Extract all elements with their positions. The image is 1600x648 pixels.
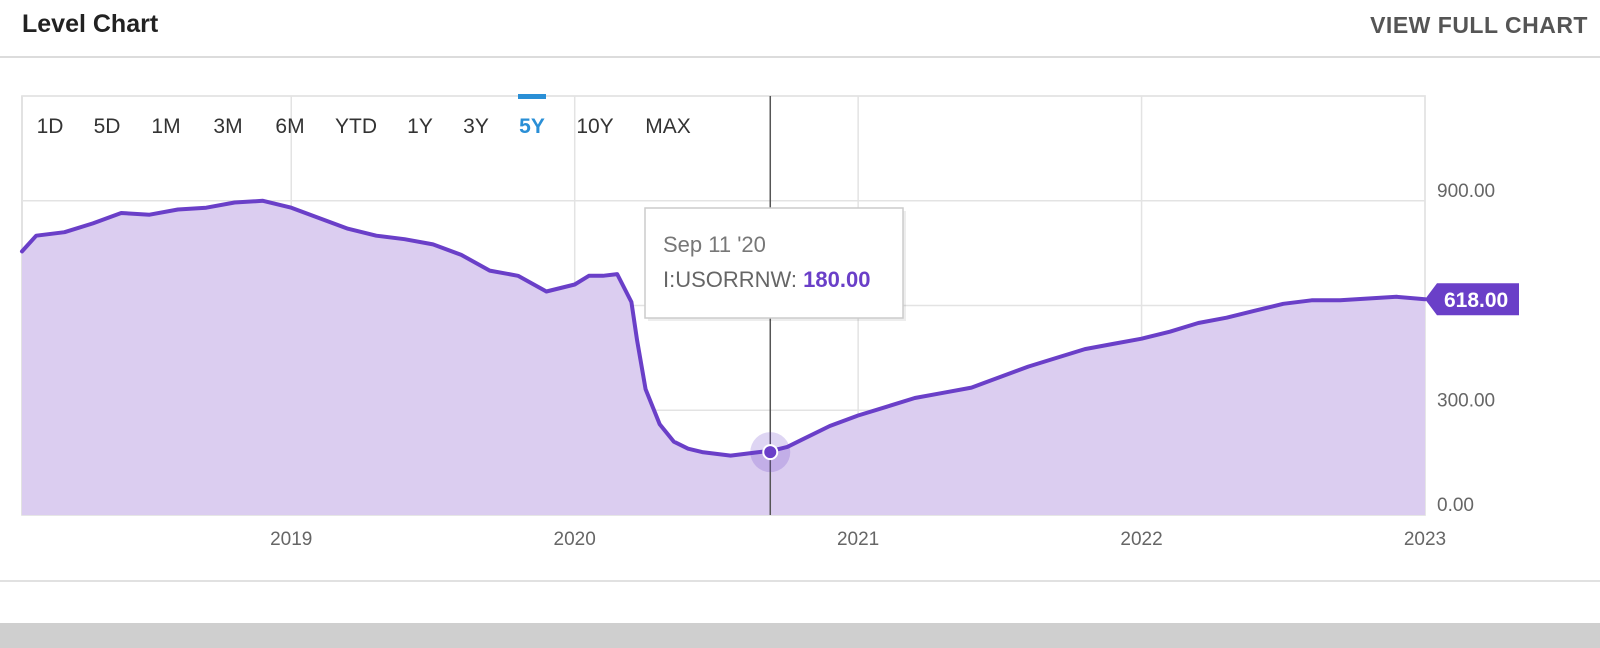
range-button-ytd[interactable]: YTD (335, 115, 377, 138)
active-range-indicator (518, 94, 546, 99)
tooltip-value: 180.00 (803, 267, 870, 292)
level-chart: 2019 2020 2021 2022 2023 0.00 300.00 900.00 Sep … (0, 58, 1600, 578)
x-tick-label: 2019 (270, 529, 312, 550)
page-title: Level Chart (22, 10, 159, 38)
y-tick-label: 900.00 (1437, 181, 1495, 202)
range-button-5y[interactable]: 5Y (519, 115, 545, 138)
range-button-6m[interactable]: 6M (275, 115, 304, 138)
x-tick-label: 2022 (1120, 529, 1162, 550)
y-tick-label: 300.00 (1437, 390, 1495, 411)
tooltip-box (644, 207, 904, 319)
series-line (20, 198, 1427, 458)
range-button-5d[interactable]: 5D (94, 115, 121, 138)
tooltip-series-name: I:USORRNW: (663, 267, 803, 292)
x-tick-label: 2021 (837, 529, 879, 550)
x-tick-label: 2023 (1404, 529, 1446, 550)
last-value-tag (1425, 283, 1519, 316)
range-button-1m[interactable]: 1M (151, 115, 180, 138)
range-button-3y[interactable]: 3Y (463, 115, 489, 138)
tooltip-series-line: I:USORRNW: 180.00 (663, 267, 870, 292)
chart-svg: 2019 2020 2021 2022 2023 0.00 300.00 900.00 Sep … (20, 94, 1519, 550)
last-value-label: 618.00 (1444, 289, 1508, 312)
view-full-chart-link[interactable]: VIEW FULL CHART (1370, 12, 1588, 38)
tooltip-date: Sep 11 '20 (663, 232, 766, 257)
range-button-10y[interactable]: 10Y (576, 115, 613, 138)
range-button-max[interactable]: MAX (645, 115, 691, 138)
footer-bar (0, 623, 1600, 648)
hover-point[interactable] (762, 444, 779, 461)
x-tick-label: 2020 (554, 529, 596, 550)
range-button-1d[interactable]: 1D (37, 115, 64, 138)
range-button-1y[interactable]: 1Y (407, 115, 433, 138)
chart-header: Level Chart VIEW FULL CHART (0, 0, 1600, 58)
range-button-3m[interactable]: 3M (213, 115, 242, 138)
series-area (22, 200, 1425, 516)
y-tick-label: 0.00 (1437, 495, 1474, 516)
divider (0, 580, 1600, 582)
